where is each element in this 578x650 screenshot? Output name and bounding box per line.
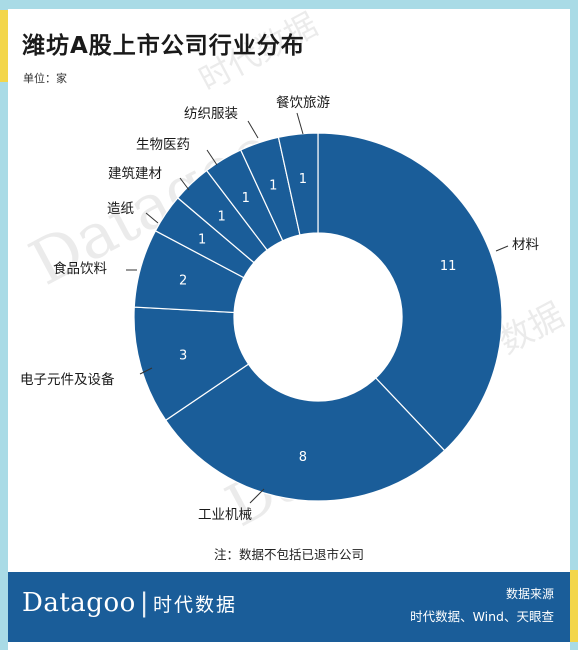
slice-catering-tourism	[277, 132, 319, 236]
brand-logo: Datagoo | 时代数据	[22, 588, 237, 618]
frame-right-bar	[570, 0, 578, 650]
footnote: 注：数据不包括已退市公司	[213, 547, 364, 562]
source-heading: 数据来源	[505, 587, 554, 601]
leader-line-catering-tourism	[296, 112, 304, 135]
value-label-industrial-machinery: 8	[299, 450, 307, 465]
frame-left-bar	[0, 0, 8, 650]
category-label-electronics: 电子元件及设备	[20, 371, 115, 388]
value-label-textile-apparel: 1	[269, 178, 277, 193]
category-label-construction-materials: 建筑建材	[108, 166, 162, 182]
slice-industrial-machinery	[164, 363, 446, 502]
value-label-biomedicine: 1	[242, 191, 250, 206]
frame-top-bar	[8, 0, 570, 9]
value-label-food-beverage: 2	[179, 274, 187, 289]
value-label-paper: 1	[198, 232, 206, 247]
leader-line-electronics	[139, 367, 153, 375]
unit-label: 单位：家	[23, 72, 67, 85]
category-label-catering-tourism: 餐饮旅游	[276, 95, 330, 111]
leader-line-materials	[495, 245, 509, 252]
value-label-catering-tourism: 1	[299, 172, 307, 187]
accent-yellow-top	[0, 10, 8, 82]
leader-line-textile-apparel	[247, 120, 259, 139]
leader-line-biomedicine	[206, 149, 218, 166]
accent-yellow-bottom	[570, 570, 578, 642]
brand-logo-en: Datagoo	[22, 588, 136, 618]
footer-bar: Datagoo | 时代数据 数据来源 时代数据、Wind、天眼查	[8, 572, 570, 642]
value-label-materials: 11	[440, 259, 457, 274]
leader-line-construction-materials	[179, 177, 190, 191]
category-label-textile-apparel: 纺织服装	[184, 106, 238, 122]
leader-line-paper	[145, 212, 159, 224]
brand-logo-cn: 时代数据	[153, 594, 238, 616]
category-label-materials: 材料	[512, 237, 540, 253]
brand-logo-separator: |	[139, 588, 150, 618]
slice-materials	[317, 132, 503, 452]
category-label-food-beverage: 食品饮料	[53, 260, 107, 277]
category-label-industrial-machinery: 工业机械	[198, 507, 252, 523]
category-label-paper: 造纸	[107, 201, 134, 217]
source-text: 时代数据、Wind、天眼查	[410, 609, 554, 624]
chart-title: 潍坊A股上市公司行业分布	[22, 33, 305, 59]
category-label-biomedicine: 生物医药	[136, 137, 190, 153]
leader-line-industrial-machinery	[249, 488, 265, 504]
value-label-construction-materials: 1	[218, 209, 226, 224]
value-label-electronics: 3	[179, 349, 187, 364]
